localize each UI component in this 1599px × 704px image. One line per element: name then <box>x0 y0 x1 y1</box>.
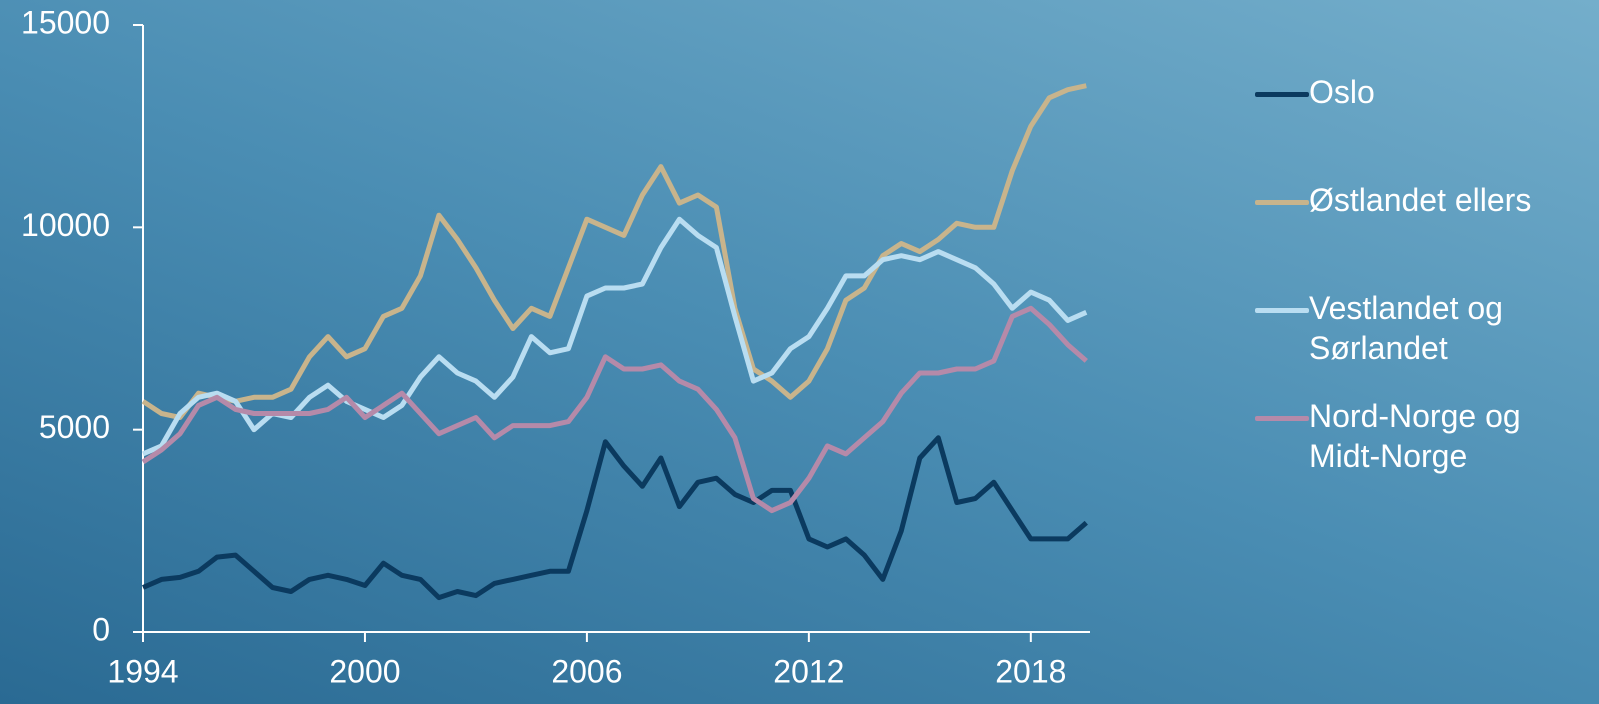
legend-item: Østlandet ellers <box>1255 180 1595 288</box>
legend-item: Nord-Norge og Midt-Norge <box>1255 396 1595 504</box>
x-tick-label: 1994 <box>107 653 178 689</box>
y-tick-label: 5000 <box>39 409 110 445</box>
legend-label: Nord-Norge og Midt-Norge <box>1309 398 1521 474</box>
legend-swatch <box>1255 308 1309 313</box>
y-tick-label: 0 <box>92 611 110 647</box>
series-line <box>141 305 1088 514</box>
x-tick-label: 2000 <box>329 653 400 689</box>
series-line <box>142 216 1088 457</box>
legend-label: Vestlandet og Sørlandet <box>1309 290 1503 366</box>
series-line <box>141 83 1087 420</box>
x-tick-label: 2006 <box>551 653 622 689</box>
x-tick-label: 2018 <box>995 653 1066 689</box>
legend-item: Oslo <box>1255 72 1595 180</box>
series-line <box>141 435 1088 601</box>
legend-swatch <box>1255 92 1309 97</box>
x-tick-label: 2012 <box>773 653 844 689</box>
legend-item: Vestlandet og Sørlandet <box>1255 288 1595 396</box>
legend-swatch <box>1255 200 1309 205</box>
y-tick-label: 15000 <box>21 4 110 40</box>
legend-label: Oslo <box>1309 74 1375 110</box>
y-tick-label: 10000 <box>21 207 110 243</box>
legend-label: Østlandet ellers <box>1309 182 1532 218</box>
legend: Oslo Østlandet ellers Vestlandet og Sørlan… <box>1255 72 1595 504</box>
legend-swatch <box>1255 416 1309 421</box>
